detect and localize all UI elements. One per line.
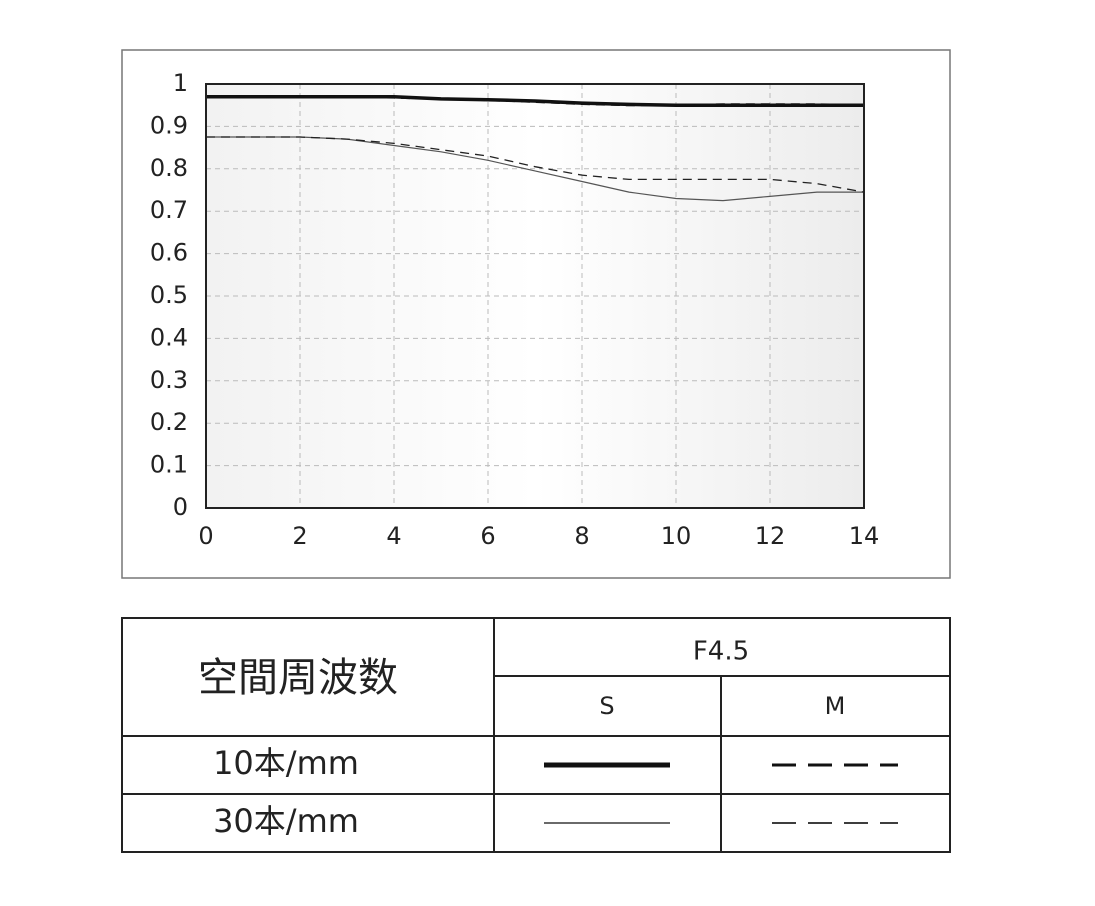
plot-border: [205, 83, 865, 509]
row-header: 30本/mm: [213, 802, 359, 840]
series-line: [206, 136, 865, 193]
x-tick-label: 0: [198, 522, 213, 550]
aperture-header: F4.5: [693, 637, 749, 667]
y-tick-label: 1: [173, 69, 188, 97]
chart-frame: [121, 49, 951, 579]
y-tick-label: 0.4: [150, 323, 188, 351]
series-line: [206, 95, 865, 107]
row-header: 10本/mm: [213, 744, 359, 782]
x-tick-label: 2: [292, 522, 307, 550]
column-header: M: [825, 692, 846, 720]
y-tick-label: 0.6: [150, 239, 188, 267]
y-tick-label: 0.1: [150, 451, 188, 479]
legend-table: 空間周波数 F4.5 S M 10本/mm 30本/mm: [121, 617, 951, 853]
x-tick-label: 10: [661, 522, 692, 550]
table-corner: 空間周波数: [198, 655, 398, 701]
x-tick-label: 14: [849, 522, 880, 550]
x-tick-label: 12: [755, 522, 786, 550]
y-tick-label: 0.3: [150, 366, 188, 394]
lines: [206, 94, 865, 202]
x-tick-label: 6: [480, 522, 495, 550]
x-tick-label: 4: [386, 522, 401, 550]
y-tick-label: 0: [173, 493, 188, 521]
x-tick-label: 8: [574, 522, 589, 550]
y-tick-label: 0.8: [150, 154, 188, 182]
y-tick-label: 0.7: [150, 196, 188, 224]
y-tick-label: 0.5: [150, 281, 188, 309]
y-tick-label: 0.2: [150, 408, 188, 436]
column-header: S: [599, 692, 614, 720]
y-tick-label: 0.9: [150, 111, 188, 139]
